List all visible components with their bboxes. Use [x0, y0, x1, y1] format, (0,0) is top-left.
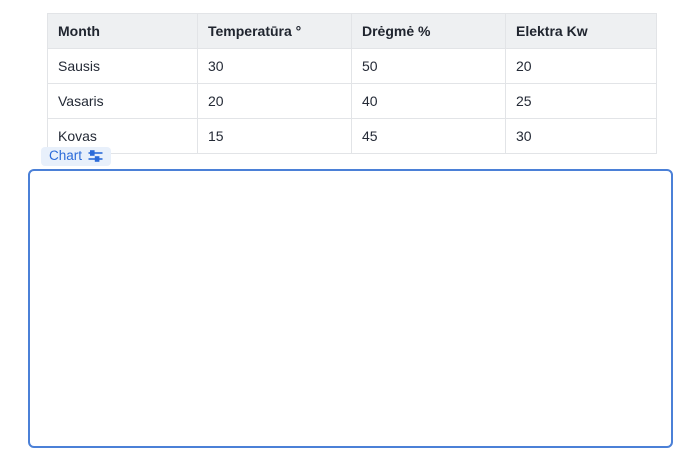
- table-row: Kovas 15 45 30: [47, 118, 657, 154]
- column-header-temperatura[interactable]: Temperatūra °: [197, 13, 352, 49]
- chart-chip-label: Chart: [49, 148, 83, 163]
- column-header-elektra[interactable]: Elektra Kw: [505, 13, 657, 49]
- data-table: Month Temperatūra ° Drėgmė % Elektra Kw …: [47, 13, 657, 154]
- table-cell-temperatura[interactable]: 30: [197, 48, 352, 84]
- table-cell-elektra[interactable]: 20: [505, 48, 657, 84]
- sliders-icon: [88, 149, 103, 163]
- table-header-row: Month Temperatūra ° Drėgmė % Elektra Kw: [47, 13, 657, 49]
- table-row: Sausis 30 50 20: [47, 48, 657, 84]
- table-cell-dregme[interactable]: 45: [351, 118, 506, 154]
- table-cell-elektra[interactable]: 25: [505, 83, 657, 119]
- column-header-month[interactable]: Month: [47, 13, 198, 49]
- table-cell-temperatura[interactable]: 15: [197, 118, 352, 154]
- table-row: Vasaris 20 40 25: [47, 83, 657, 119]
- table-cell-temperatura[interactable]: 20: [197, 83, 352, 119]
- table-cell-elektra[interactable]: 30: [505, 118, 657, 154]
- column-header-dregme[interactable]: Drėgmė %: [351, 13, 506, 49]
- chart-area[interactable]: [28, 169, 673, 448]
- chart-settings-button[interactable]: Chart: [41, 147, 112, 166]
- table-cell-month[interactable]: Vasaris: [47, 83, 198, 119]
- table-cell-dregme[interactable]: 50: [351, 48, 506, 84]
- table-cell-dregme[interactable]: 40: [351, 83, 506, 119]
- table-cell-month[interactable]: Sausis: [47, 48, 198, 84]
